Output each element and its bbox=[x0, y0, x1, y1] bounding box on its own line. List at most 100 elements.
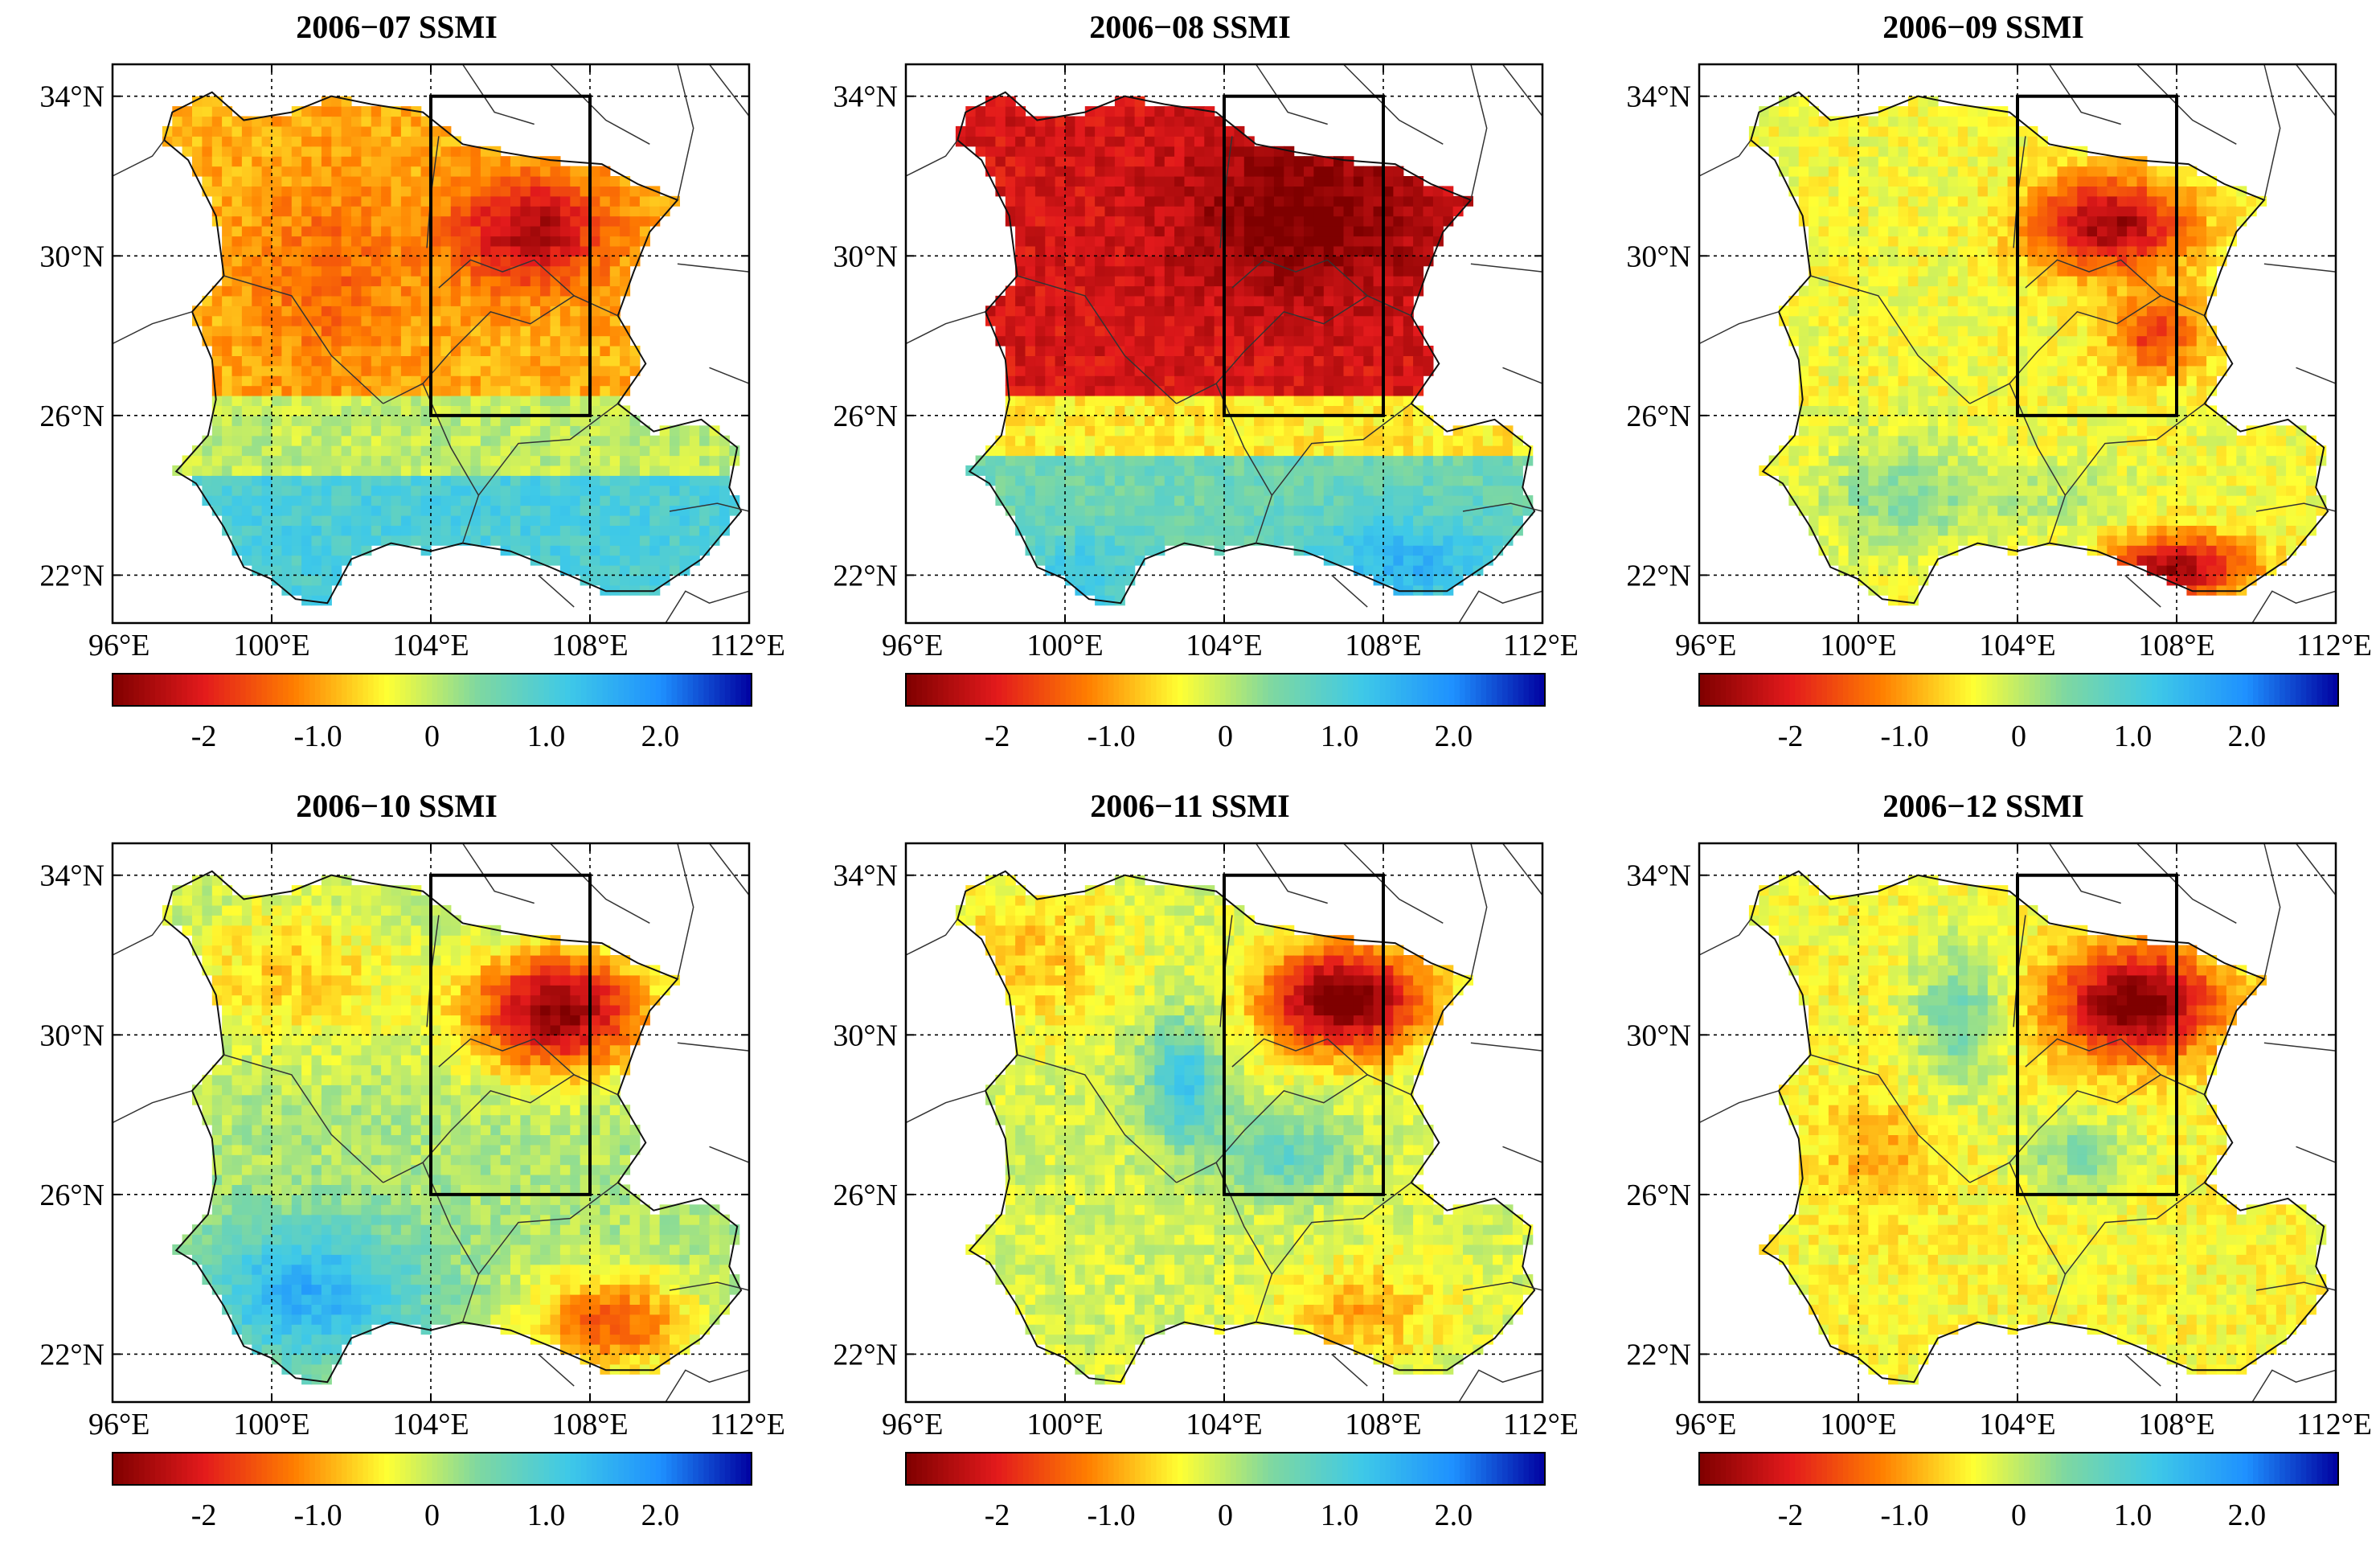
ssmi-cell bbox=[1838, 265, 1850, 277]
ssmi-cell bbox=[1045, 276, 1056, 287]
ssmi-cell bbox=[600, 285, 611, 297]
ssmi-cell bbox=[440, 515, 452, 526]
ssmi-cell bbox=[281, 455, 293, 466]
ssmi-cell bbox=[1174, 136, 1186, 147]
ssmi-cell bbox=[1868, 525, 1879, 536]
ssmi-cell bbox=[291, 445, 302, 457]
ssmi-cell bbox=[1768, 116, 1780, 127]
ssmi-cell bbox=[431, 505, 441, 516]
ssmi-cell bbox=[1304, 515, 1314, 526]
ssmi-cell bbox=[995, 166, 1006, 177]
ssmi-cell bbox=[1493, 465, 1504, 476]
ssmi-cell bbox=[1065, 565, 1075, 576]
ssmi-cell bbox=[1015, 256, 1026, 267]
colorbar-segment bbox=[357, 674, 364, 706]
ssmi-cell bbox=[1273, 346, 1284, 356]
ssmi-cell bbox=[291, 315, 302, 326]
ssmi-cell bbox=[590, 335, 600, 346]
ssmi-cell bbox=[420, 245, 432, 256]
ssmi-cell bbox=[1878, 525, 1889, 536]
ssmi-cell bbox=[1264, 465, 1275, 476]
ssmi-cell bbox=[211, 475, 223, 486]
ssmi-cell bbox=[1788, 315, 1800, 326]
ssmi-cell bbox=[1075, 315, 1086, 326]
ssmi-cell bbox=[450, 136, 461, 147]
ssmi-cell bbox=[440, 166, 452, 177]
ssmi-cell bbox=[1214, 146, 1225, 157]
colorbar-segment bbox=[1231, 674, 1237, 706]
ssmi-cell bbox=[281, 125, 293, 137]
ssmi-cell bbox=[311, 415, 322, 426]
ssmi-cell bbox=[995, 315, 1006, 326]
ssmi-cell bbox=[1114, 535, 1125, 546]
ssmi-cell bbox=[629, 365, 641, 376]
ssmi-cell bbox=[252, 195, 263, 207]
ssmi-cell bbox=[1214, 305, 1225, 317]
ssmi-cell bbox=[540, 385, 551, 396]
ssmi-cell bbox=[639, 425, 650, 437]
ssmi-cell bbox=[261, 236, 272, 247]
ssmi-cell bbox=[1373, 375, 1384, 387]
ssmi-cell bbox=[530, 326, 541, 337]
ssmi-cell bbox=[1838, 396, 1850, 406]
ssmi-cell bbox=[629, 445, 641, 457]
ssmi-cell bbox=[1124, 215, 1136, 227]
ssmi-cell bbox=[520, 335, 531, 346]
ssmi-cell bbox=[291, 265, 302, 277]
ssmi-cell bbox=[1343, 525, 1354, 536]
ssmi-cell bbox=[241, 405, 252, 416]
colorbar-segment bbox=[543, 674, 550, 706]
ssmi-cell bbox=[1273, 256, 1284, 267]
ssmi-cell bbox=[1898, 365, 1909, 376]
ssmi-cell bbox=[470, 535, 481, 546]
ssmi-cell bbox=[1273, 186, 1284, 197]
ssmi-cell bbox=[1403, 245, 1414, 256]
ssmi-cell bbox=[1154, 465, 1165, 476]
ssmi-cell bbox=[1184, 206, 1195, 217]
ssmi-cell bbox=[400, 116, 412, 127]
ssmi-cell bbox=[261, 305, 272, 317]
ssmi-cell bbox=[461, 156, 472, 167]
colorbar-segment bbox=[1353, 674, 1359, 706]
ssmi-cell bbox=[391, 116, 402, 127]
ssmi-cell bbox=[1075, 236, 1086, 247]
ssmi-cell bbox=[600, 485, 611, 496]
ssmi-cell bbox=[431, 265, 441, 277]
ssmi-cell bbox=[1858, 396, 1869, 406]
ssmi-cell bbox=[1323, 385, 1334, 396]
ssmi-cell bbox=[291, 535, 302, 546]
colorbar-segment bbox=[304, 674, 310, 706]
ssmi-cell bbox=[411, 365, 422, 376]
ssmi-cell bbox=[371, 305, 382, 317]
ssmi-cell bbox=[1798, 315, 1809, 326]
ssmi-cell bbox=[281, 545, 293, 556]
ssmi-cell bbox=[1403, 215, 1414, 227]
ssmi-cell bbox=[679, 525, 690, 536]
ssmi-cell bbox=[729, 445, 740, 457]
ssmi-cell bbox=[1423, 545, 1434, 556]
ssmi-cell bbox=[540, 365, 551, 376]
ssmi-cell bbox=[1343, 375, 1354, 387]
ssmi-cell bbox=[580, 195, 591, 207]
colorbar-segment bbox=[170, 674, 178, 706]
ssmi-cell bbox=[1393, 535, 1404, 546]
ssmi-cell bbox=[1868, 415, 1879, 426]
ssmi-cell bbox=[1888, 195, 1899, 207]
ssmi-cell bbox=[1134, 415, 1145, 426]
ssmi-cell bbox=[1124, 555, 1136, 566]
ssmi-cell bbox=[1788, 305, 1800, 317]
ssmi-cell bbox=[1898, 435, 1909, 446]
ssmi-cell bbox=[1798, 475, 1809, 486]
ssmi-cell bbox=[1015, 186, 1026, 197]
ssmi-cell bbox=[1293, 465, 1305, 476]
ssmi-cell bbox=[1134, 256, 1145, 267]
ssmi-cell bbox=[261, 335, 272, 346]
ssmi-cell bbox=[975, 125, 986, 137]
ssmi-cell bbox=[510, 415, 521, 426]
ssmi-cell bbox=[1184, 256, 1195, 267]
colorbar-segment bbox=[539, 674, 545, 706]
ssmi-cell bbox=[570, 396, 581, 406]
ssmi-cell bbox=[281, 206, 293, 217]
ssmi-cell bbox=[1788, 156, 1800, 167]
ssmi-cell bbox=[1809, 146, 1820, 157]
